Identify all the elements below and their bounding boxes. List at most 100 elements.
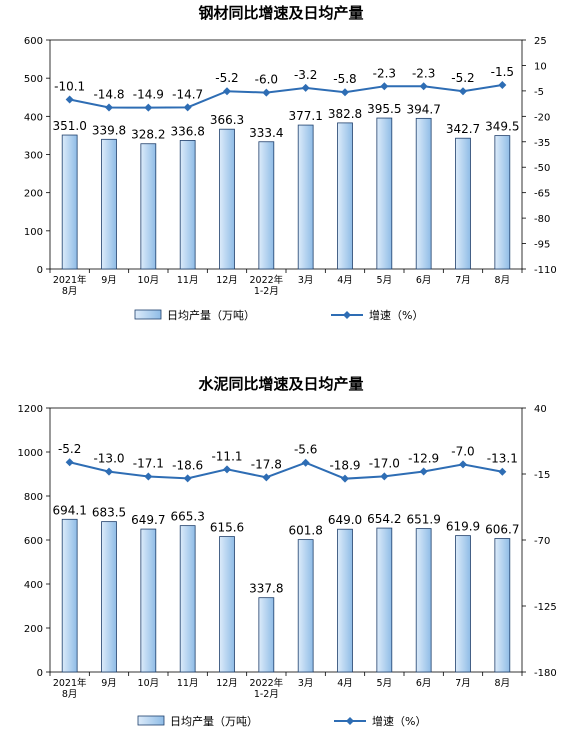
growth-rate-label: -12.9 bbox=[408, 451, 439, 465]
growth-rate-label: -2.3 bbox=[373, 66, 396, 80]
bar-value-label: 606.7 bbox=[485, 523, 519, 537]
growth-rate-label: -11.1 bbox=[211, 449, 242, 463]
bar-value-label: 328.2 bbox=[131, 128, 165, 142]
x-axis-category-label: 7月 bbox=[455, 275, 471, 286]
bar bbox=[258, 597, 275, 673]
left-axis-tick-label: 600 bbox=[24, 36, 43, 47]
growth-rate-label: -14.8 bbox=[93, 88, 124, 102]
right-axis-tick-label: -70 bbox=[534, 536, 550, 547]
x-axis-category-label: 8月 bbox=[495, 678, 511, 689]
growth-rate-marker bbox=[341, 88, 349, 97]
bar bbox=[179, 140, 196, 270]
growth-rate-marker bbox=[144, 472, 153, 481]
x-axis-category-label: 9月 bbox=[101, 678, 117, 689]
bar bbox=[494, 135, 511, 270]
growth-rate-marker bbox=[419, 467, 428, 476]
right-axis-tick-label: -110 bbox=[534, 265, 557, 276]
bar bbox=[101, 521, 117, 673]
x-axis-category-label: 4月 bbox=[337, 275, 353, 286]
left-axis-tick-label: 1000 bbox=[18, 448, 43, 459]
x-axis-category-label: 12月 bbox=[216, 275, 238, 286]
legend-line-marker bbox=[346, 717, 354, 725]
growth-rate-marker bbox=[105, 467, 113, 476]
growth-rate-label: -10.1 bbox=[54, 80, 85, 94]
growth-rate-marker bbox=[380, 82, 389, 91]
cement-chart-svg: 0 200 400 600 800 1000 1200 40 -15 -70 -125 -180 694… bbox=[18, 404, 557, 728]
steel-chart-svg: 0 100 200 300 400 500 600 25 10 -5 -20 -35 -50 -65 -80… bbox=[24, 36, 557, 322]
growth-rate-marker bbox=[262, 473, 271, 482]
right-axis-tick-label: -95 bbox=[534, 240, 550, 251]
left-axis-tick-label: 300 bbox=[24, 151, 43, 162]
right-axis-tick-label: -80 bbox=[534, 214, 550, 225]
x-axis-category-label: 1-2月 bbox=[254, 286, 279, 297]
right-axis-tick-label: -20 bbox=[534, 112, 550, 123]
bar bbox=[337, 122, 353, 270]
x-axis-category-label: 5月 bbox=[377, 678, 393, 689]
x-axis-category-label: 9月 bbox=[101, 275, 117, 286]
bar bbox=[101, 138, 117, 270]
bar bbox=[61, 518, 78, 673]
bar-value-label: 654.2 bbox=[367, 512, 401, 526]
growth-rate-marker bbox=[183, 474, 192, 483]
bar bbox=[297, 539, 314, 673]
growth-rate-label: -5.2 bbox=[451, 71, 474, 85]
bar-value-label: 366.3 bbox=[210, 113, 244, 127]
legend-line-marker bbox=[343, 311, 351, 319]
bar-value-label: 395.5 bbox=[367, 102, 401, 116]
bar-value-label: 337.8 bbox=[249, 582, 283, 596]
bar bbox=[415, 117, 432, 270]
growth-rate-marker bbox=[223, 465, 231, 474]
left-axis-tick-label: 500 bbox=[24, 74, 43, 85]
growth-rate-marker bbox=[459, 460, 467, 469]
bar bbox=[140, 528, 157, 673]
growth-rate-label: -14.9 bbox=[133, 88, 164, 102]
bar-value-label: 342.7 bbox=[446, 122, 480, 136]
growth-rate-marker bbox=[144, 103, 153, 112]
x-axis-category-label: 7月 bbox=[455, 678, 471, 689]
x-axis-category-label: 10月 bbox=[138, 275, 160, 286]
legend-bar-label: 日均产量（万吨） bbox=[170, 714, 258, 728]
right-axis-tick-label: -35 bbox=[534, 138, 550, 149]
left-axis-tick-label: 0 bbox=[37, 265, 43, 276]
left-axis-tick-label: 400 bbox=[24, 580, 43, 591]
bar bbox=[455, 137, 471, 270]
right-axis-tick-label: 10 bbox=[534, 61, 547, 72]
bar-value-label: 351.0 bbox=[52, 119, 86, 133]
growth-rate-label: -18.6 bbox=[172, 458, 203, 472]
right-axis-tick-label: -5 bbox=[534, 87, 544, 98]
growth-rate-marker bbox=[341, 474, 349, 483]
growth-rate-label: -5.2 bbox=[58, 442, 81, 456]
bar-value-label: 336.8 bbox=[170, 124, 204, 138]
growth-rate-label: -2.3 bbox=[412, 66, 435, 80]
x-axis-category-label: 2021年 bbox=[53, 274, 87, 286]
legend-line-label: 增速（%） bbox=[372, 714, 426, 728]
left-axis-tick-label: 400 bbox=[24, 112, 43, 123]
growth-rate-label: -7.0 bbox=[451, 444, 474, 458]
x-axis-category-label: 3月 bbox=[298, 275, 314, 286]
bar bbox=[258, 141, 275, 270]
growth-rate-marker bbox=[498, 467, 507, 476]
x-axis-category-label: 3月 bbox=[298, 678, 314, 689]
chart-title: 水泥同比增速及日均产量 bbox=[198, 375, 364, 393]
right-axis-tick-label: -65 bbox=[534, 189, 550, 200]
x-axis-category-label: 8月 bbox=[495, 275, 511, 286]
right-axis-tick-label: -50 bbox=[534, 163, 550, 174]
bar-value-label: 601.8 bbox=[288, 524, 322, 538]
x-axis-category-label: 8月 bbox=[62, 689, 78, 700]
growth-rate-marker bbox=[459, 87, 467, 96]
growth-rate-line bbox=[69, 461, 503, 480]
bar-value-label: 651.9 bbox=[406, 513, 440, 527]
bar bbox=[494, 538, 511, 673]
growth-rate-marker bbox=[65, 95, 74, 104]
x-axis-category-label: 2022年 bbox=[249, 274, 283, 286]
bar bbox=[455, 535, 471, 673]
bar-value-label: 333.4 bbox=[249, 126, 283, 140]
growth-rate-label: -6.0 bbox=[255, 73, 278, 87]
bar bbox=[415, 528, 432, 673]
bar bbox=[179, 525, 196, 673]
growth-rate-label: -14.7 bbox=[172, 87, 203, 101]
growth-rate-marker bbox=[105, 103, 113, 112]
right-axis-tick-label: 40 bbox=[534, 404, 547, 415]
x-axis-category-label: 6月 bbox=[416, 678, 432, 689]
x-axis-category-label: 4月 bbox=[337, 678, 353, 689]
